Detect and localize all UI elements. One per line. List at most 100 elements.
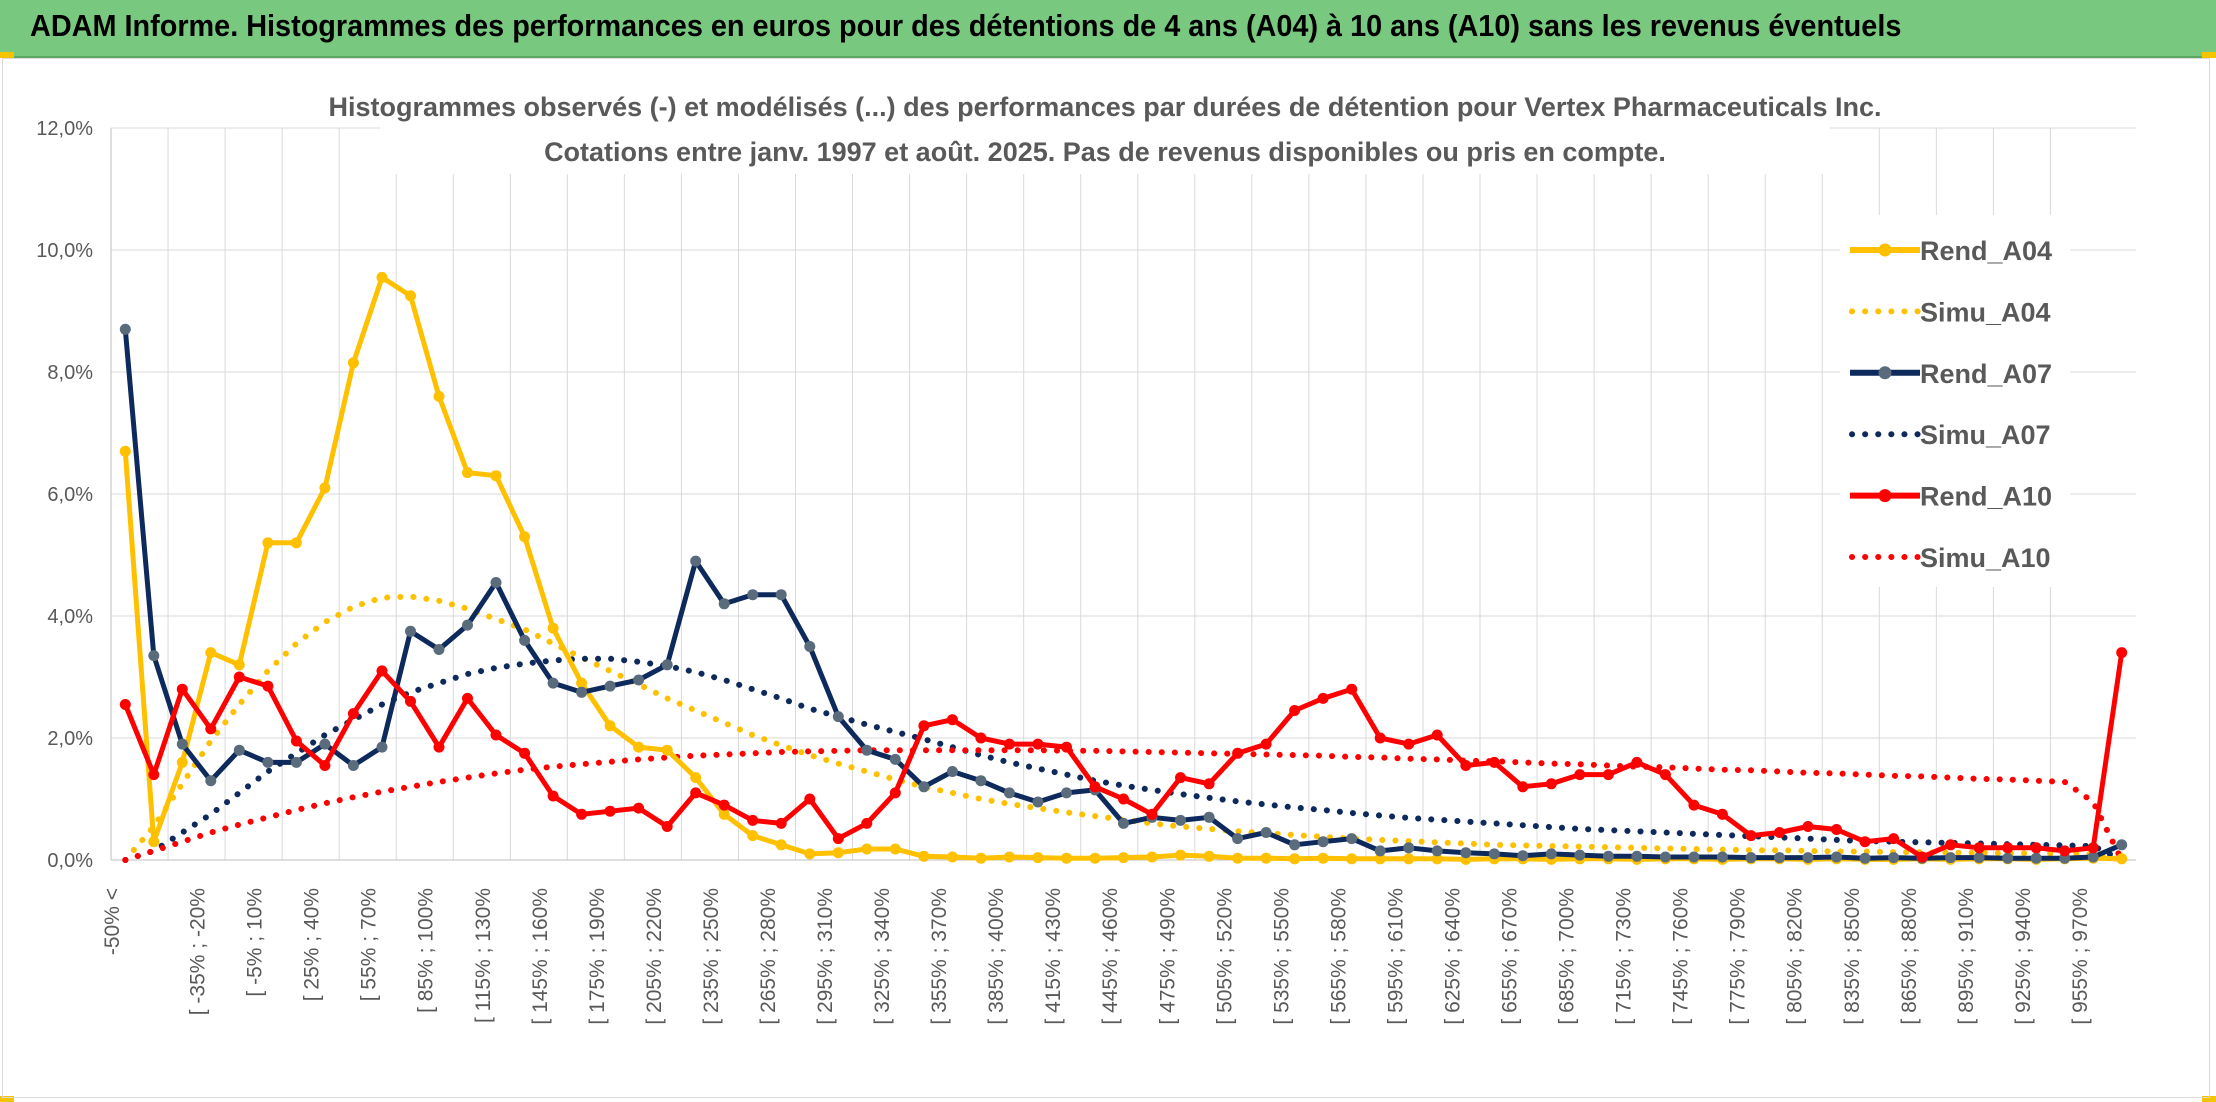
data-point-rend-a10 [1146, 808, 1158, 820]
data-point-rend-a07 [975, 775, 987, 787]
data-point-rend-a10 [1488, 756, 1500, 768]
data-point-rend-a10 [1089, 781, 1101, 793]
x-tick-label: [ 505% ; 520% [1213, 888, 1236, 1025]
data-point-rend-a10 [861, 817, 873, 829]
data-point-rend-a07 [376, 741, 388, 753]
data-point-rend-a07 [233, 744, 245, 756]
chart-frame [2, 58, 2210, 1098]
data-point-rend-a10 [1374, 732, 1386, 744]
data-point-rend-a07 [2002, 852, 2014, 864]
y-tick-label: 4,0% [47, 606, 93, 628]
data-point-rend-a10 [1061, 741, 1072, 753]
data-point-rend-a07 [718, 598, 730, 610]
data-point-rend-a07 [1431, 845, 1443, 857]
data-point-rend-a10 [1003, 738, 1015, 750]
y-tick-label: 0,0% [47, 850, 93, 872]
data-point-rend-a10 [262, 680, 274, 692]
corner-accent [2202, 52, 2216, 58]
data-point-rend-a10 [1460, 760, 1472, 771]
x-tick-label: [ 805% ; 820% [1784, 888, 1807, 1025]
x-tick-label: [ 565% ; 580% [1327, 888, 1350, 1025]
data-point-rend-a07 [804, 641, 816, 652]
data-point-rend-a10 [604, 805, 616, 817]
data-point-rend-a04 [861, 843, 873, 855]
data-point-rend-a04 [1431, 853, 1443, 865]
report-title: ADAM Informe. Histogrammes des performan… [30, 8, 1902, 43]
data-point-rend-a07 [1745, 852, 1757, 864]
data-point-rend-a10 [946, 714, 958, 726]
data-point-rend-a04 [832, 847, 844, 859]
x-tick-label: [ -5% ; 10% [244, 888, 267, 997]
data-point-rend-a07 [1488, 848, 1500, 860]
data-point-rend-a07 [1659, 851, 1671, 863]
data-point-rend-a10 [804, 793, 816, 805]
data-point-rend-a04 [176, 756, 188, 768]
report-banner: ADAM Informe. Histogrammes des performan… [0, 0, 2216, 58]
x-axis: -50% < [ -35% ; -20% [ -5% ; 10% [ 25% ; 40… [101, 888, 2092, 1025]
data-point-rend-a07 [747, 589, 759, 601]
data-point-rend-a07 [490, 577, 502, 588]
data-point-rend-a07 [1517, 850, 1529, 862]
legend-label-simu-a04: Simu_A04 [1920, 297, 2051, 327]
legend-label-rend-a10: Rend_A10 [1920, 482, 2052, 512]
data-point-rend-a10 [205, 723, 217, 735]
data-point-rend-a07 [1802, 852, 1814, 864]
data-point-rend-a10 [1232, 747, 1244, 759]
data-point-rend-a04 [1374, 853, 1386, 865]
data-point-rend-a10 [1831, 824, 1842, 835]
data-point-rend-a07 [1032, 796, 1044, 808]
x-tick-label: [ 145% ; 160% [529, 888, 552, 1025]
data-point-rend-a04 [1118, 852, 1129, 864]
legend-marker-rend-a04 [1878, 243, 1892, 257]
data-point-rend-a04 [490, 470, 502, 482]
x-tick-label: [ 115% ; 130% [472, 888, 495, 1023]
x-tick-label: [ 655% ; 670% [1499, 888, 1522, 1025]
x-tick-label: [ 415% ; 430% [1042, 888, 1065, 1025]
data-point-rend-a04 [547, 622, 559, 634]
data-point-rend-a04 [1203, 850, 1215, 862]
data-point-rend-a04 [576, 677, 588, 689]
legend-label-simu-a10: Simu_A10 [1920, 543, 2051, 573]
data-point-rend-a04 [718, 808, 730, 820]
data-point-rend-a10 [519, 747, 531, 759]
data-point-rend-a07 [775, 589, 787, 601]
data-point-rend-a10 [1403, 738, 1415, 750]
y-tick-label: 12,0% [36, 118, 93, 140]
data-point-rend-a10 [433, 741, 445, 753]
data-point-rend-a04 [319, 482, 331, 494]
data-point-rend-a04 [946, 851, 958, 863]
x-tick-label: [ 85% ; 100% [415, 888, 438, 1013]
data-point-rend-a10 [747, 814, 759, 826]
data-point-rend-a10 [319, 760, 331, 771]
data-point-rend-a10 [1032, 738, 1044, 750]
series-line-simu-a07 [122, 655, 2125, 863]
data-point-rend-a04 [405, 290, 416, 302]
data-point-rend-a04 [889, 843, 901, 855]
legend-marker-rend-a10 [1878, 489, 1892, 503]
x-tick-label: [ 355% ; 370% [928, 888, 951, 1025]
data-point-rend-a07 [1061, 787, 1072, 799]
x-tick-label: [ 925% ; 940% [2012, 888, 2035, 1025]
data-point-rend-a07 [205, 775, 217, 787]
data-point-rend-a07 [1574, 849, 1586, 861]
data-point-rend-a07 [832, 711, 844, 723]
data-point-rend-a07 [1545, 848, 1557, 860]
data-point-rend-a07 [319, 738, 331, 750]
data-point-rend-a10 [233, 671, 245, 683]
data-point-rend-a10 [1346, 683, 1358, 695]
x-tick-label: [ 835% ; 850% [1841, 888, 1864, 1025]
data-point-rend-a07 [1460, 847, 1472, 859]
data-point-rend-a04 [1232, 852, 1244, 864]
legend-label-rend-a07: Rend_A07 [1920, 359, 2052, 389]
chart-title-line-2: Cotations entre janv. 1997 et août. 2025… [544, 137, 1666, 167]
data-point-rend-a07 [347, 760, 359, 771]
data-point-rend-a10 [490, 729, 502, 741]
data-point-rend-a10 [1745, 830, 1757, 842]
data-point-rend-a07 [1973, 852, 1985, 864]
data-point-rend-a10 [1774, 827, 1785, 838]
chart-title-line-1: Histogrammes observés (-) et modélisés (… [328, 92, 1881, 122]
data-point-rend-a04 [1346, 853, 1358, 865]
data-point-rend-a10 [918, 720, 930, 732]
x-tick-label: [ 745% ; 760% [1670, 888, 1693, 1025]
x-tick-label: [ 25% ; 40% [301, 888, 324, 1001]
